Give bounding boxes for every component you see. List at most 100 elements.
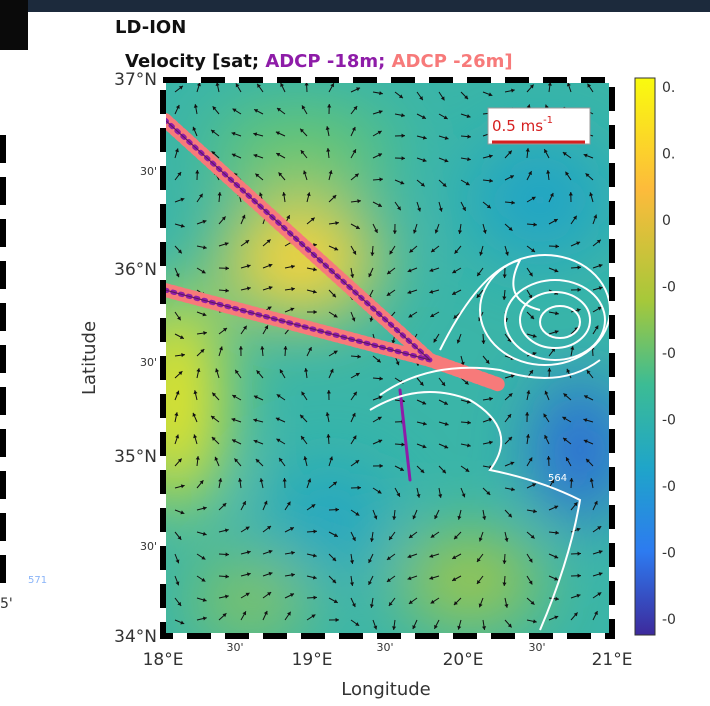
arrow-head <box>593 500 598 505</box>
map-field <box>163 80 612 636</box>
arrow-head <box>389 536 393 541</box>
arrow-head <box>398 94 403 99</box>
arrow-head <box>584 395 589 399</box>
arrow-head <box>407 554 412 559</box>
arrow-head <box>225 266 229 271</box>
arrow-head <box>573 612 578 617</box>
arrow-head <box>368 559 372 563</box>
arrow-head <box>573 215 577 220</box>
arrow-head <box>180 484 185 489</box>
arrow-head <box>454 249 459 254</box>
arrow-head <box>326 434 331 438</box>
arrow-head <box>222 613 227 618</box>
arrow-head <box>369 538 375 542</box>
arrow-head <box>409 248 414 253</box>
arrow-head <box>300 150 305 155</box>
arrow-head <box>386 556 391 560</box>
arrow-head <box>412 625 417 630</box>
arrow-head <box>377 130 382 135</box>
arrow-head <box>350 274 355 278</box>
arrow-head <box>533 509 537 514</box>
lon-label: 30' <box>376 641 393 654</box>
arrow-head <box>231 131 236 136</box>
arrow-head <box>301 105 306 110</box>
arrow-head <box>370 252 375 256</box>
arrow-head <box>349 582 355 586</box>
arrow-head <box>238 346 243 350</box>
arrow-head <box>219 346 223 351</box>
arrow-head <box>481 626 487 630</box>
lat-label: 30' <box>140 540 157 553</box>
colorbar <box>634 77 656 636</box>
arrow-head <box>268 286 273 290</box>
arrow-head <box>585 173 590 178</box>
arrow-head <box>563 437 568 442</box>
arrow-head <box>400 180 405 185</box>
arrow-head <box>325 412 330 416</box>
arrow-head <box>355 372 360 377</box>
colorbar-tick-label: 0. <box>662 147 675 163</box>
arrow-head <box>478 603 483 608</box>
arrow-head <box>583 418 588 423</box>
arrow-head <box>245 592 250 597</box>
arrow-head <box>253 395 258 400</box>
arrow-head <box>377 203 382 207</box>
arrow-head <box>408 600 413 604</box>
arrow-head <box>313 309 317 315</box>
arrow-head <box>203 245 207 250</box>
arrow-head <box>511 88 515 93</box>
arrow-head <box>401 442 405 447</box>
arrow-head <box>373 625 378 630</box>
arrow-head <box>466 114 471 118</box>
arrow-head <box>245 526 250 531</box>
arrow-head <box>504 537 509 542</box>
arrow-head <box>533 222 537 227</box>
arrow-head <box>255 173 260 178</box>
arrow-head <box>544 149 548 154</box>
arrow-head <box>349 560 355 564</box>
arrow-head <box>453 601 458 606</box>
arrow-head <box>565 171 570 176</box>
arrow-head <box>330 83 334 88</box>
arrow-head <box>275 131 280 136</box>
arrow-head <box>481 340 486 344</box>
arrow-head <box>377 489 382 494</box>
arrow-head <box>279 457 283 462</box>
arrow-head <box>388 601 393 606</box>
arrow-head <box>214 456 219 461</box>
arrow-head <box>259 192 263 197</box>
arrow-head <box>598 550 603 554</box>
arrow-head <box>290 307 295 312</box>
arrow-head <box>212 392 217 397</box>
arrow-head <box>489 396 493 401</box>
arrow-head <box>291 550 295 555</box>
colorbar-tick-label: -0 <box>662 479 676 495</box>
arrow-head <box>253 132 258 137</box>
lon-label: 30' <box>226 641 243 654</box>
arrow-head <box>549 192 554 197</box>
arrow-head <box>488 440 493 445</box>
arrow-head <box>368 273 373 278</box>
arrow-head <box>325 126 330 130</box>
arrow-head <box>335 617 339 622</box>
arrow-head <box>544 390 549 395</box>
arrow-head <box>202 219 207 224</box>
arrow-head <box>395 361 400 366</box>
arrow-head <box>429 289 434 294</box>
arrow-head <box>355 622 360 626</box>
arrow-head <box>598 286 603 291</box>
arrow-head <box>279 369 284 374</box>
arrow-head <box>290 593 294 597</box>
arrow-head <box>276 438 281 443</box>
arrow-head <box>267 526 272 530</box>
arrow-head <box>277 107 282 112</box>
arrow-head <box>291 572 295 577</box>
arrow-head <box>193 434 198 439</box>
arrow-head <box>407 576 412 581</box>
arrow-head <box>392 626 397 630</box>
arrow-head <box>551 348 556 353</box>
arrow-head <box>456 339 461 344</box>
arrow-head <box>444 421 449 426</box>
colorbar-tick-label: -0 <box>662 546 676 562</box>
arrow-head <box>354 173 359 178</box>
